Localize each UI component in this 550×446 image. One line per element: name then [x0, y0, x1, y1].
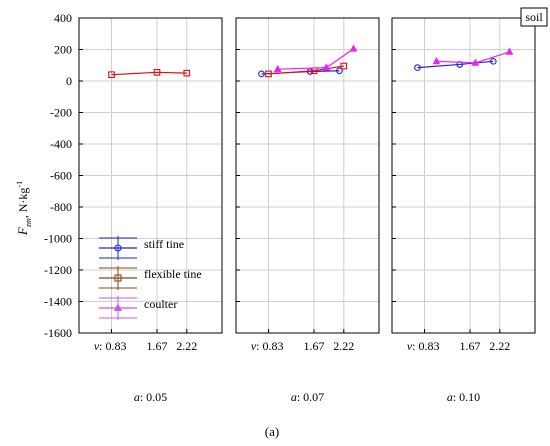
data-point-flexible-tine [108, 71, 115, 79]
y-tick-label: -1200 [44, 263, 72, 277]
x-tick-label: 2.22 [333, 339, 354, 353]
data-point-flexible-tine [340, 62, 348, 70]
data-point-coulter [349, 44, 358, 52]
chart-panels [78, 17, 536, 334]
data-point-stiff-tine [489, 57, 497, 65]
x-tick-label: 2.22 [489, 339, 510, 353]
data-point-flexible-tine [153, 68, 161, 76]
y-tick-label: 200 [54, 43, 72, 57]
x-tick-labels: v: 0.83 1.67 2.22 v: 0.83 1.67 2.22 v: 0.83 1.6… [94, 339, 510, 353]
corner-label: soil [525, 10, 543, 24]
y-axis-title-sub: zm [24, 218, 33, 228]
x-tick-label: 1.67 [147, 339, 168, 353]
series-line-coulter [436, 51, 510, 64]
panel-label: a: 0.07 [291, 390, 324, 404]
series-line-stiff-tine [417, 60, 494, 69]
x-tick-label: v: 0.83 [94, 339, 127, 353]
data-point-coulter [505, 47, 514, 55]
y-tick-label: -200 [50, 106, 72, 120]
x-tick-label: v: 0.83 [407, 339, 440, 353]
y-tick-label: -1400 [44, 295, 72, 309]
panel-label: a: 0.10 [447, 390, 480, 404]
y-tick-labels: 400 200 0 -200 -400 -600 -800 -1000 -1200 -1400 -1… [44, 11, 72, 340]
corner-label-box: soil [520, 7, 548, 27]
data-point-coulter [432, 56, 441, 65]
data-point-coulter [273, 64, 282, 73]
panel-labels: a: 0.05 a: 0.07 a: 0.10 [134, 390, 480, 404]
data-point-flexible-tine [183, 69, 191, 77]
data-point-stiff-tine [336, 67, 343, 75]
y-tick-label: -1600 [44, 326, 72, 340]
y-tick-label: -800 [50, 200, 72, 214]
x-tick-label: 1.67 [304, 339, 325, 353]
data-point-flexible-tine [265, 70, 272, 78]
y-tick-label: -600 [50, 169, 72, 183]
x-tick-label: v: 0.83 [251, 339, 284, 353]
data-point-coulter [322, 63, 331, 71]
data-point-coulter [471, 58, 480, 66]
y-tick-label: -1000 [44, 232, 72, 246]
y-axis-title-main: F [15, 226, 30, 236]
data-point-stiff-tine [258, 70, 265, 78]
grid-lines [79, 17, 535, 334]
panel-label: a: 0.05 [134, 390, 167, 404]
y-axis-title: Fzm, N·kg-1 [15, 181, 33, 236]
svg-text:Fzm, N·kg-1: Fzm, N·kg-1 [15, 181, 33, 236]
y-axis-title-exp: -1 [15, 181, 24, 188]
data-series [108, 44, 514, 79]
y-tick-label: 400 [54, 11, 72, 25]
data-point-stiff-tine [414, 64, 421, 71]
legend-item: flexible tine [99, 266, 202, 290]
x-tick-label: 1.67 [460, 339, 481, 353]
legend-item: stiff tine [99, 236, 184, 260]
x-tick-label: 2.22 [176, 339, 197, 353]
y-tick-label: -400 [50, 137, 72, 151]
legend-label: stiff tine [144, 237, 184, 251]
legend-label: flexible tine [144, 267, 202, 281]
legend: stiff tine flexible tine coulter [99, 236, 202, 320]
figure-caption: (a) [265, 424, 279, 439]
legend-marker-circle [114, 244, 122, 252]
series-line-flexible-tine [111, 71, 187, 76]
legend-marker-square [114, 274, 122, 282]
legend-label: coulter [144, 297, 177, 311]
y-axis-title-unit: , N·kg [16, 188, 30, 219]
legend-item: coulter [99, 296, 177, 320]
series-line-flexible-tine [268, 65, 344, 75]
legend-marker-triangle [113, 303, 123, 311]
y-tick-label: 0 [66, 74, 72, 88]
